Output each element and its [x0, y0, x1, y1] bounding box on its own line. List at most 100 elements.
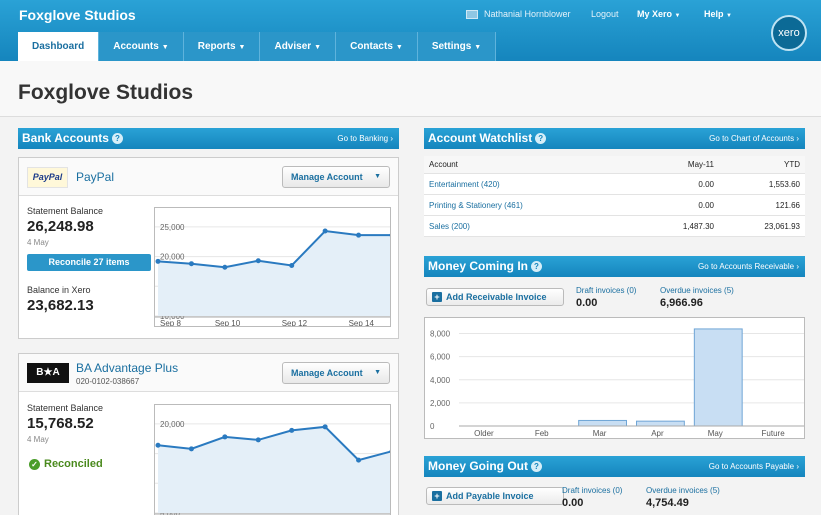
overdue-invoices-total: 6,966.96 [660, 297, 703, 309]
watchlist-header: Account Watchlist? Go to Chart of Accoun… [424, 128, 805, 149]
y-tick-label: 8,000 [430, 330, 451, 339]
add-receivable-invoice-button[interactable]: + Add Receivable Invoice [426, 288, 564, 306]
account-name[interactable]: PayPal [76, 170, 115, 184]
user-menu[interactable]: Nathanial Hornblower [466, 9, 571, 19]
draft-invoices-total: 0.00 [576, 297, 598, 309]
table-header: Account May-11 YTD [424, 156, 805, 174]
x-tick-label: May [708, 429, 723, 438]
bar [693, 328, 743, 427]
draft-invoices-link[interactable]: Draft invoices (0) [562, 486, 623, 495]
org-name[interactable]: Foxglove Studios [19, 7, 136, 23]
go-to-chart-of-accounts-link[interactable]: Go to Chart of Accounts › [709, 134, 799, 143]
manage-account-button[interactable]: Manage Account ▼ [282, 166, 390, 188]
series-line [157, 229, 390, 269]
money-coming-in-header: Money Coming In? Go to Accounts Receivab… [424, 256, 805, 277]
tab-adviser[interactable]: Adviser ▼ [260, 32, 337, 61]
tab-dashboard[interactable]: Dashboard [18, 32, 100, 61]
chevron-down-icon: ▼ [314, 44, 322, 51]
y-tick-label: 25,000 [160, 223, 185, 232]
overdue-invoices-total: 4,754.49 [646, 497, 689, 509]
manage-account-button[interactable]: Manage Account ▼ [282, 362, 390, 384]
tab-contacts[interactable]: Contacts ▼ [336, 32, 418, 61]
data-point [389, 449, 390, 453]
statement-date: 4 May [27, 238, 49, 247]
main-nav: Dashboard Accounts ▼ Reports ▼ Adviser ▼ Co… [18, 32, 497, 61]
x-tick-label: Sep 14 [349, 319, 375, 327]
y-tick-label: 20,000 [160, 253, 185, 262]
statement-balance: 15,768.52 [27, 415, 94, 432]
x-tick-label: Sep 8 [160, 319, 181, 327]
x-tick-label: Sep 10 [215, 319, 241, 327]
y-tick-label: 4,000 [430, 376, 451, 385]
y-tick-label: 0 [430, 422, 435, 431]
bar [578, 419, 628, 427]
chevron-down-icon: ▼ [374, 369, 381, 376]
user-name[interactable]: Nathanial Hornblower [484, 9, 571, 19]
checkmark-icon: ✓ [29, 459, 40, 470]
go-to-accounts-payable-link[interactable]: Go to Accounts Payable › [708, 462, 799, 471]
table-row[interactable]: Sales (200) 1,487.30 23,061.93 [424, 216, 805, 237]
xero-logo[interactable]: xero [771, 15, 807, 51]
series-line [157, 425, 390, 462]
table-row[interactable]: Entertainment (420) 0.00 1,553.60 [424, 174, 805, 195]
bar [636, 420, 685, 427]
data-point [188, 261, 194, 267]
chevron-down-icon: ▼ [238, 44, 246, 51]
x-tick-label: Future [762, 429, 786, 438]
overdue-invoices-link[interactable]: Overdue invoices (5) [646, 486, 720, 495]
chevron-down-icon: ▼ [726, 13, 732, 19]
data-point [289, 427, 295, 433]
bank-account-card-paypal: PayPal PayPal Manage Account ▼ Statement … [18, 157, 399, 339]
help-icon[interactable]: ? [531, 461, 542, 472]
y-tick-label: 20,000 [160, 420, 185, 429]
x-tick-label: Feb [535, 429, 549, 438]
y-tick-label: 6,000 [430, 353, 451, 362]
statement-balance: 26,248.98 [27, 218, 94, 235]
logout-link[interactable]: Logout [591, 9, 619, 19]
add-payable-invoice-button[interactable]: + Add Payable Invoice [426, 487, 564, 505]
tab-settings[interactable]: Settings ▼ [417, 32, 497, 61]
help-icon[interactable]: ? [111, 133, 123, 144]
help-icon[interactable]: ? [531, 261, 542, 272]
data-point [356, 457, 362, 463]
xero-balance: 23,682.13 [27, 297, 94, 314]
tab-reports[interactable]: Reports ▼ [183, 32, 261, 61]
my-xero-menu[interactable]: My Xero ▼ [637, 9, 681, 19]
go-to-accounts-receivable-link[interactable]: Go to Accounts Receivable › [698, 262, 799, 271]
bank-accounts-header: Bank Accounts? Go to Banking › [18, 128, 399, 149]
page-title: Foxglove Studios [18, 81, 194, 104]
user-card-icon [466, 9, 478, 19]
watchlist-table: Account May-11 YTD Entertainment (420) 0… [424, 156, 805, 237]
draft-invoices-link[interactable]: Draft invoices (0) [576, 286, 637, 295]
x-tick-label: Sep 12 [282, 319, 308, 327]
account-name[interactable]: BA Advantage Plus [76, 361, 179, 375]
data-point [322, 228, 328, 234]
data-point [289, 262, 295, 268]
plus-icon: + [432, 292, 442, 302]
help-menu[interactable]: Help ▼ [704, 9, 732, 19]
chevron-down-icon: ▼ [474, 44, 482, 51]
series-area [158, 231, 390, 316]
xero-balance-label: Balance in Xero [27, 285, 91, 295]
paypal-logo: PayPal [27, 167, 68, 188]
money-going-out-header: Money Going Out? Go to Accounts Payable … [424, 456, 805, 477]
data-point [155, 258, 161, 264]
help-icon[interactable]: ? [535, 133, 547, 144]
data-point [356, 232, 362, 238]
data-point [255, 437, 261, 443]
series-area [158, 426, 390, 513]
overdue-invoices-link[interactable]: Overdue invoices (5) [660, 286, 734, 295]
x-tick-label: Older [474, 429, 494, 438]
statement-balance-label: Statement Balance [27, 206, 104, 216]
go-to-banking-link[interactable]: Go to Banking › [337, 134, 393, 143]
account-number: 020-0102-038667 [76, 377, 140, 386]
x-tick-label: Apr [651, 429, 664, 438]
data-point [255, 258, 261, 264]
tab-accounts[interactable]: Accounts ▼ [99, 32, 184, 61]
plus-icon: + [432, 491, 442, 501]
bank-account-card-ba: B★A BA Advantage Plus 020-0102-038667 Ma… [18, 353, 399, 515]
data-point [322, 424, 328, 430]
table-row[interactable]: Printing & Stationery (461) 0.00 121.66 [424, 195, 805, 216]
reconcile-button[interactable]: Reconcile 27 items [27, 254, 151, 271]
